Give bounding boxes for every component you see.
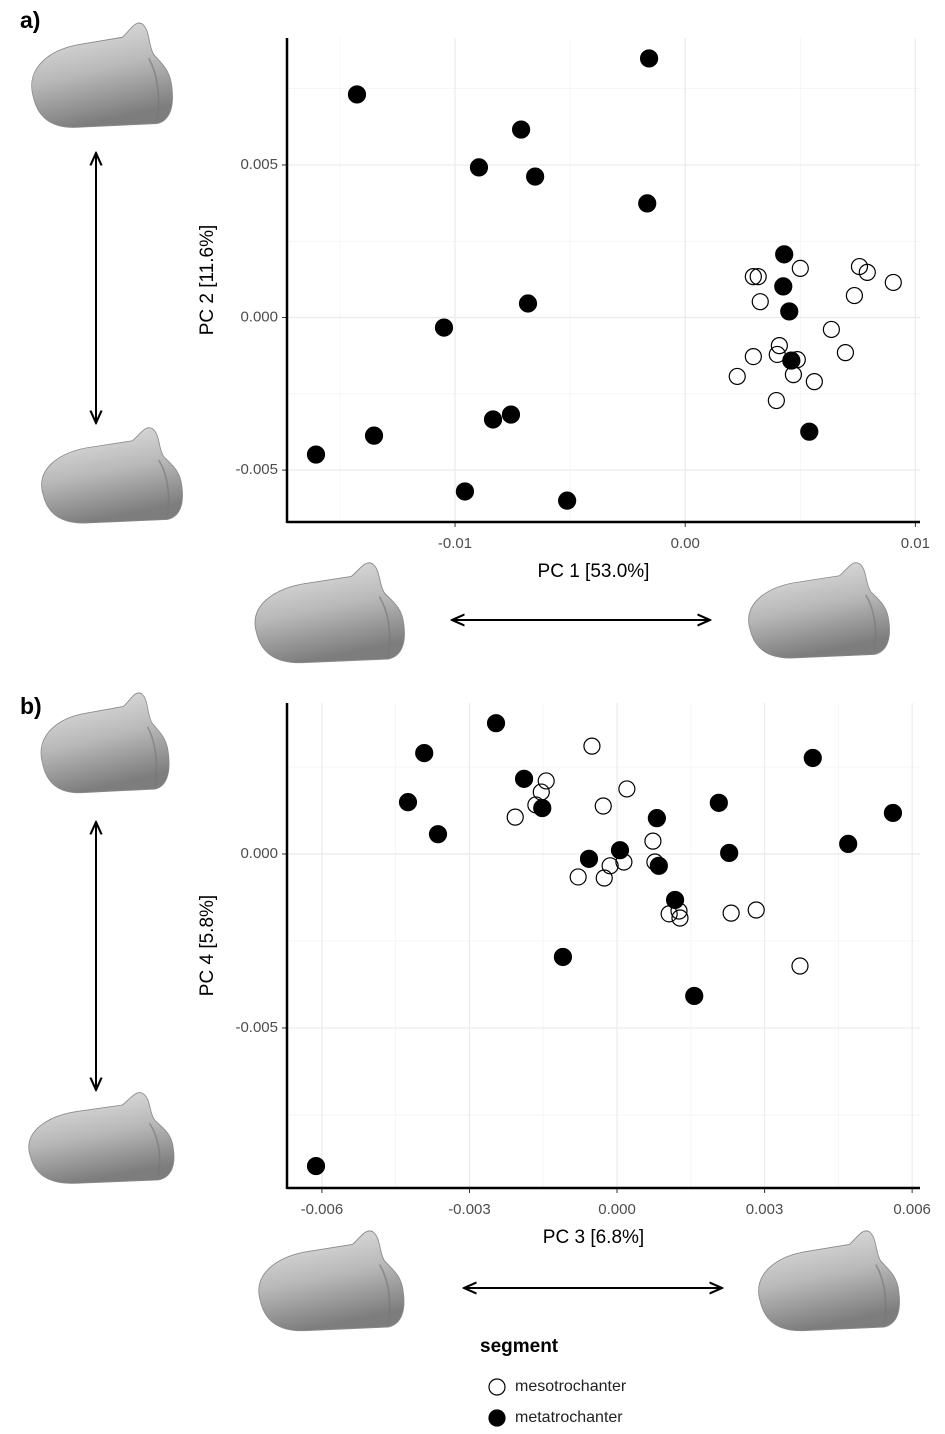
- data-point: [584, 738, 600, 754]
- data-point: [435, 319, 452, 336]
- data-point: [507, 809, 523, 825]
- data-point: [366, 427, 383, 444]
- data-point: [596, 870, 612, 886]
- data-point: [686, 987, 703, 1004]
- data-point: [752, 294, 768, 310]
- data-point: [559, 492, 576, 509]
- data-point: [781, 303, 798, 320]
- y-tick-label: -0.005: [235, 1019, 278, 1036]
- data-point: [884, 804, 901, 821]
- data-point: [750, 269, 766, 285]
- data-point: [416, 745, 433, 762]
- x-tick-label: 0.01: [901, 535, 930, 552]
- data-point: [775, 278, 792, 295]
- x-tick-label: 0.00: [671, 535, 700, 552]
- data-point: [429, 826, 446, 843]
- data-point: [520, 295, 537, 312]
- data-point: [485, 411, 502, 428]
- x-tick-label: 0.006: [893, 1201, 931, 1218]
- data-point: [885, 274, 901, 290]
- data-point: [602, 858, 618, 874]
- data-point: [729, 368, 745, 384]
- data-point: [837, 345, 853, 361]
- data-point: [580, 850, 597, 867]
- data-point: [804, 749, 821, 766]
- x-tick-label: 0.000: [598, 1201, 636, 1218]
- legend-marker: [489, 1410, 505, 1426]
- data-point: [768, 393, 784, 409]
- data-point: [721, 844, 738, 861]
- data-point: [648, 810, 665, 827]
- y-tick-label: -0.005: [235, 461, 278, 478]
- y-axis-title: PC 4 [5.8%]: [197, 895, 218, 996]
- data-point: [650, 857, 667, 874]
- data-point: [801, 423, 818, 440]
- figure: -0.01 0.00 0.01 -0.005 0.000 0.005 PC 1 [53.0%…: [0, 0, 945, 1429]
- data-point: [723, 905, 739, 921]
- data-point: [840, 835, 857, 852]
- data-point: [792, 958, 808, 974]
- data-point: [502, 406, 519, 423]
- data-point: [667, 891, 684, 908]
- x-tick-label: -0.01: [438, 535, 472, 552]
- data-point: [595, 798, 611, 814]
- data-point: [513, 121, 530, 138]
- data-point: [554, 948, 571, 965]
- panel-label: a): [20, 7, 40, 33]
- legend-title: segment: [480, 1336, 559, 1357]
- data-point: [639, 195, 656, 212]
- data-point: [308, 446, 325, 463]
- data-point: [783, 352, 800, 369]
- y-tick-label: 0.005: [240, 156, 278, 173]
- data-point: [806, 374, 822, 390]
- data-point: [611, 842, 628, 859]
- x-axis-title: PC 1 [53.0%]: [538, 561, 650, 582]
- data-point: [846, 288, 862, 304]
- data-point: [645, 833, 661, 849]
- data-point: [823, 321, 839, 337]
- data-point: [748, 902, 764, 918]
- legend-marker: [489, 1379, 505, 1395]
- data-point: [470, 159, 487, 176]
- x-tick-label: -0.003: [448, 1201, 491, 1218]
- x-tick-label: -0.006: [301, 1201, 344, 1218]
- x-axis-title: PC 3 [6.8%]: [543, 1227, 644, 1248]
- data-point: [776, 246, 793, 263]
- y-tick-label: 0.000: [240, 845, 278, 862]
- y-tick-label: 0.000: [240, 309, 278, 326]
- data-point: [745, 349, 761, 365]
- y-axis-title: PC 2 [11.6%]: [197, 225, 218, 336]
- data-point: [641, 50, 658, 67]
- data-point: [527, 168, 544, 185]
- data-point: [516, 770, 533, 787]
- panel-label: b): [20, 693, 42, 719]
- legend-label: metatrochanter: [515, 1409, 623, 1426]
- x-tick-label: 0.003: [746, 1201, 784, 1218]
- data-point: [488, 715, 505, 732]
- data-point: [570, 869, 586, 885]
- data-point: [399, 794, 416, 811]
- data-point: [456, 483, 473, 500]
- data-point: [308, 1158, 325, 1175]
- legend-label: mesotrochanter: [515, 1378, 627, 1395]
- data-point: [348, 86, 365, 103]
- data-point: [710, 794, 727, 811]
- shape-renders: [29, 23, 900, 1331]
- data-point: [619, 781, 635, 797]
- data-point: [745, 269, 761, 285]
- data-point: [534, 800, 551, 817]
